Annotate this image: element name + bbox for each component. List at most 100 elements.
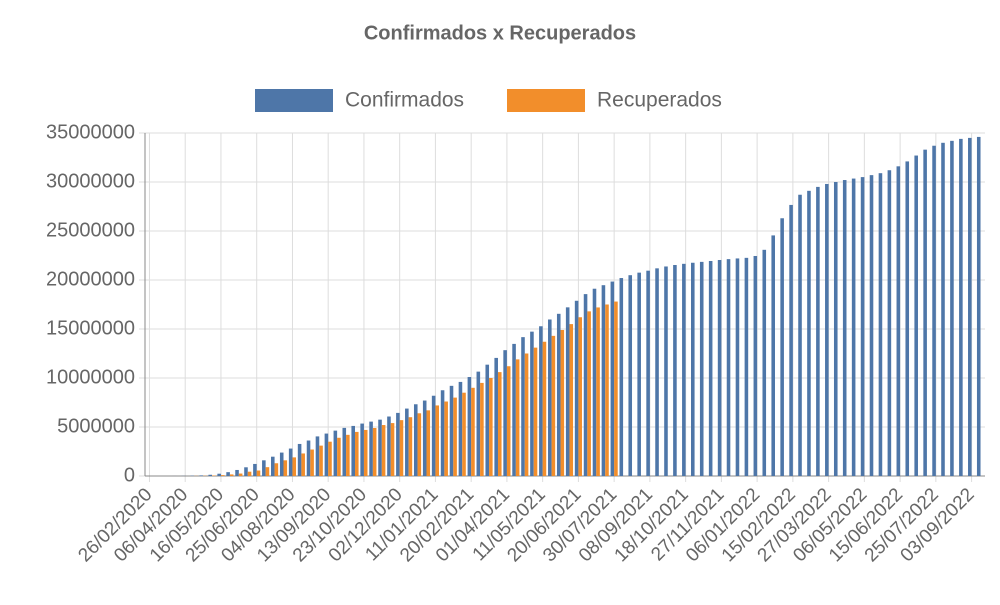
bar	[709, 261, 713, 476]
bar	[548, 319, 552, 476]
legend-swatch	[255, 89, 333, 112]
bar	[941, 143, 945, 476]
bar	[235, 470, 239, 476]
bar	[226, 472, 230, 476]
bar	[364, 430, 368, 476]
bar	[485, 365, 489, 476]
bar	[861, 177, 865, 476]
bar	[852, 179, 856, 476]
bar	[208, 475, 212, 476]
bar	[477, 372, 481, 476]
bar	[718, 260, 722, 476]
bar	[253, 464, 257, 476]
bar	[557, 314, 561, 476]
bar	[888, 170, 892, 476]
bar	[843, 180, 847, 476]
bar	[400, 420, 404, 476]
bar	[257, 471, 261, 476]
bar	[798, 195, 802, 476]
bar	[596, 307, 600, 476]
bar	[200, 475, 204, 476]
bar	[310, 450, 314, 476]
legend-swatch	[507, 89, 585, 112]
bar	[614, 302, 618, 476]
bar	[543, 342, 547, 476]
y-tick-label: 20000000	[46, 268, 135, 290]
bar	[462, 393, 466, 476]
bar	[789, 205, 793, 476]
bar	[494, 358, 498, 476]
bar	[342, 428, 346, 476]
bar	[923, 150, 927, 476]
bar	[561, 330, 565, 476]
bar	[450, 386, 454, 476]
bar	[914, 156, 918, 476]
bar	[387, 417, 391, 476]
bar	[745, 258, 749, 476]
bar	[593, 289, 597, 476]
bar	[280, 453, 284, 476]
bar	[480, 383, 484, 476]
bar	[673, 265, 677, 476]
bar	[453, 398, 457, 476]
bar	[539, 326, 543, 476]
bar	[507, 366, 511, 476]
bar	[534, 348, 538, 476]
bar	[230, 474, 234, 476]
bar	[373, 428, 377, 476]
bar	[587, 311, 591, 476]
legend-label: Recuperados	[597, 89, 722, 112]
y-tick-label: 15000000	[46, 317, 135, 339]
bar	[248, 472, 252, 476]
bar	[284, 460, 288, 476]
bar	[825, 184, 829, 476]
bar	[239, 474, 243, 476]
bar	[301, 453, 305, 476]
y-tick-label: 0	[124, 464, 135, 486]
bar	[620, 278, 624, 476]
bar	[605, 305, 609, 477]
bar	[217, 474, 221, 476]
bar	[316, 436, 320, 476]
bar	[337, 438, 341, 476]
bar	[905, 161, 909, 476]
bar	[444, 402, 448, 476]
bar	[435, 405, 439, 476]
bar	[405, 409, 409, 476]
bar	[700, 262, 704, 476]
bar	[512, 344, 516, 476]
bar	[664, 266, 668, 476]
bar	[382, 425, 386, 476]
bar	[637, 273, 641, 476]
bar	[221, 475, 225, 476]
y-tick-label: 25000000	[46, 219, 135, 241]
bar	[611, 282, 615, 476]
legend-label: Confirmados	[345, 89, 464, 112]
bar	[396, 413, 400, 476]
bar	[351, 426, 355, 476]
bar	[959, 139, 963, 476]
bar	[328, 442, 332, 476]
bar	[834, 182, 838, 476]
bar	[459, 382, 463, 476]
bar	[552, 336, 556, 476]
bar	[575, 301, 579, 476]
bar	[754, 256, 758, 476]
bar	[423, 401, 427, 476]
y-tick-label: 35000000	[46, 121, 135, 143]
bar	[977, 137, 981, 476]
bar	[432, 396, 436, 476]
bar	[780, 218, 784, 476]
y-tick-label: 30000000	[46, 170, 135, 192]
bar	[566, 307, 570, 476]
bar	[816, 187, 820, 476]
chart-title: Confirmados x Recuperados	[364, 22, 636, 44]
bar	[409, 417, 413, 476]
bar	[584, 294, 588, 476]
bar	[736, 258, 740, 476]
bar	[355, 432, 359, 476]
bar	[426, 410, 430, 476]
bar	[378, 420, 382, 476]
bar	[807, 191, 811, 476]
